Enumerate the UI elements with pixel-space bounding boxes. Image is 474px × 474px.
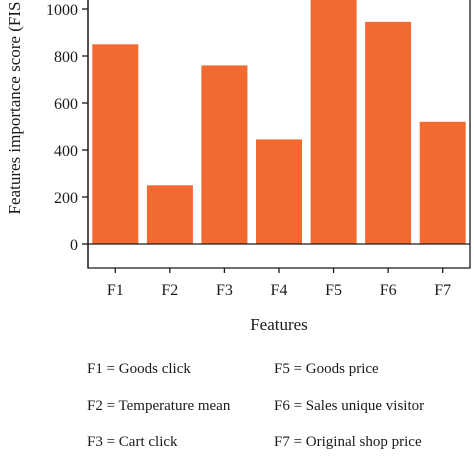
x-tick-label-f4: F4 bbox=[271, 282, 288, 299]
bar-f6 bbox=[365, 21, 412, 245]
bar-f4 bbox=[256, 139, 302, 244]
x-axis-title: Features bbox=[250, 315, 308, 334]
legend-item-f1: F1 = Goods click bbox=[87, 361, 191, 377]
legend-item-f6: F6 = Sales unique visitor bbox=[274, 398, 425, 414]
y-tick-label: 200 bbox=[54, 190, 78, 207]
bars-group bbox=[92, 0, 466, 245]
bar-f2 bbox=[146, 185, 193, 245]
x-tick-label-f3: F3 bbox=[216, 282, 233, 299]
legend-item-f5: F5 = Goods price bbox=[274, 361, 379, 377]
y-tick-label: 800 bbox=[54, 49, 78, 66]
bar-f1 bbox=[92, 44, 139, 245]
legend-item-f3: F3 = Cart click bbox=[87, 434, 178, 450]
bar-f3 bbox=[201, 65, 248, 245]
y-tick-label: 0 bbox=[70, 237, 78, 254]
y-axis-title: Features importance score (FIS bbox=[5, 2, 24, 215]
x-tick-label-f7: F7 bbox=[434, 282, 451, 299]
x-tick-label-f1: F1 bbox=[107, 282, 124, 299]
y-tick-label: 400 bbox=[54, 143, 78, 160]
y-ticks-group: 0 200 400 600 800 1000 bbox=[46, 2, 88, 254]
y-tick-label: 1000 bbox=[46, 2, 78, 19]
x-tick-label-f5: F5 bbox=[325, 282, 342, 299]
x-tick-label-f2: F2 bbox=[161, 282, 178, 299]
x-tick-label-f6: F6 bbox=[380, 282, 397, 299]
x-ticks-group: F1 F2 F3 F4 F5 F6 F7 bbox=[107, 268, 451, 299]
y-tick-label: 600 bbox=[54, 96, 78, 113]
bar-f7 bbox=[419, 121, 466, 244]
legend-item-f7: F7 = Original shop price bbox=[274, 434, 422, 450]
legend-item-f2: F2 = Temperature mean bbox=[87, 398, 231, 414]
bar-f5 bbox=[310, 0, 357, 245]
